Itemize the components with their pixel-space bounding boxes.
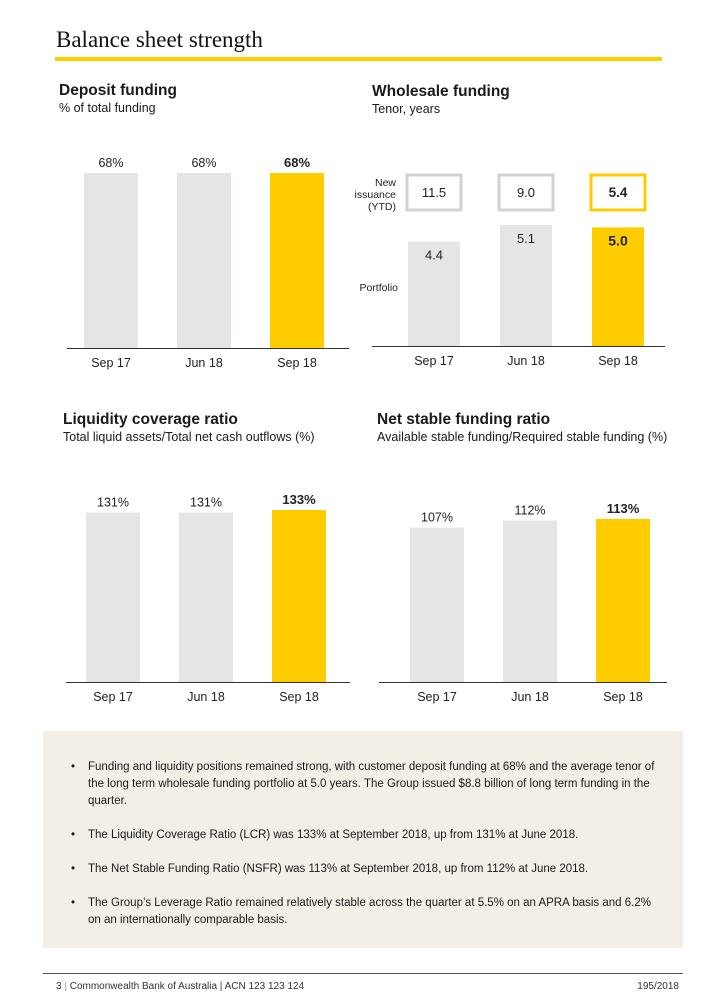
footer-rule: [43, 973, 683, 974]
x-tick-label: Sep 17: [91, 356, 131, 370]
wholesale-funding-plot: 4.4 Sep 17 11.5 5.1 Jun 18 9.0 5.0 Sep 18 5.4 New…: [355, 173, 665, 368]
lcr-title: Liquidity coverage ratio: [63, 411, 238, 428]
commentary-box: Funding and liquidity positions remained…: [43, 731, 683, 948]
data-label: 112%: [514, 503, 545, 517]
bar: [177, 173, 231, 348]
bar: [272, 510, 326, 682]
nsfr-subtitle: Available stable funding/Required stable…: [377, 430, 668, 444]
deposit-funding-plot: 68% Sep 17 68% Jun 18 68% Sep 18: [67, 155, 349, 370]
commentary-item: The Liquidity Coverage Ratio (LCR) was 1…: [71, 827, 657, 844]
commentary-item: The Net Stable Funding Ratio (NSFR) was …: [71, 861, 657, 878]
data-label: 68%: [98, 156, 123, 170]
data-label: 68%: [284, 155, 310, 170]
bar: [86, 512, 140, 682]
page-number: 3: [56, 981, 62, 992]
x-tick-label: Jun 18: [185, 356, 223, 370]
nsfr-chart: Net stable funding ratio Available stabl…: [377, 411, 687, 711]
commentary-item: The Group’s Leverage Ratio remained rela…: [71, 895, 657, 929]
page-title: Balance sheet strength: [56, 27, 263, 52]
issuance-box: [589, 173, 647, 212]
nsfr-title: Net stable funding ratio: [377, 411, 551, 428]
commentary-item: Funding and liquidity positions remained…: [71, 759, 657, 810]
x-tick-label: Sep 17: [414, 354, 454, 368]
issuance-label: 11.5: [422, 185, 446, 200]
issuance-row-label: New: [375, 177, 396, 189]
x-tick-label: Jun 18: [187, 690, 225, 704]
wholesale-funding-subtitle: Tenor, years: [372, 102, 441, 116]
bar: [503, 520, 557, 682]
data-label: 5.1: [517, 231, 535, 246]
data-label: 113%: [607, 501, 640, 516]
bar: [500, 225, 552, 346]
wholesale-funding-title: Wholesale funding: [372, 83, 510, 100]
data-label: 68%: [191, 156, 216, 170]
portfolio-row-label: Portfolio: [359, 282, 398, 294]
bar: [410, 527, 464, 682]
x-tick-label: Sep 17: [93, 690, 133, 704]
x-tick-label: Sep 18: [603, 690, 643, 704]
footer-company: Commonwealth Bank of Australia | ACN 123…: [69, 981, 305, 992]
data-label: 107%: [421, 511, 453, 525]
deposit-funding-chart: Deposit funding % of total funding 68% Se…: [59, 82, 359, 382]
lcr-chart: Liquidity coverage ratio Total liquid as…: [63, 411, 363, 711]
deposit-funding-title: Deposit funding: [59, 82, 177, 99]
lcr-subtitle: Total liquid assets/Total net cash outfl…: [63, 430, 315, 444]
bar: [408, 241, 460, 346]
data-label: 133%: [282, 492, 316, 507]
bar: [179, 512, 233, 682]
wholesale-funding-chart: Wholesale funding Tenor, years 4.4 Sep 17…: [345, 83, 675, 383]
data-label: 131%: [190, 496, 222, 510]
x-tick-label: Sep 18: [279, 690, 319, 704]
issuance-row-label: issuance: [355, 189, 397, 201]
issuance-label: 5.4: [609, 185, 628, 200]
issuance-label: 9.0: [517, 185, 535, 200]
deposit-funding-subtitle: % of total funding: [59, 101, 156, 115]
issuance-box: [497, 173, 555, 212]
x-tick-label: Sep 18: [598, 354, 638, 368]
bar: [84, 173, 138, 348]
footer-separator: |: [64, 981, 67, 992]
nsfr-plot: 107% Sep 17 112% Jun 18 113% Sep 18: [379, 501, 667, 704]
x-tick-label: Sep 17: [417, 690, 457, 704]
data-label: 131%: [97, 496, 129, 510]
footer-left: 3 | Commonwealth Bank of Australia | ACN…: [56, 981, 304, 992]
x-tick-label: Jun 18: [507, 354, 545, 368]
commentary-list: Funding and liquidity positions remained…: [71, 759, 657, 946]
x-tick-label: Sep 18: [277, 356, 317, 370]
bar: [270, 173, 324, 348]
footer-doc-code: 195/2018: [637, 981, 679, 992]
issuance-box: [405, 173, 463, 212]
lcr-plot: 131% Sep 17 131% Jun 18 133% Sep 18: [66, 492, 350, 704]
bar: [596, 519, 650, 682]
x-tick-label: Jun 18: [511, 690, 549, 704]
bar: [592, 227, 644, 346]
title-rule: [55, 57, 662, 61]
data-label: 5.0: [608, 232, 628, 248]
issuance-row-label: (YTD): [368, 201, 396, 213]
data-label: 4.4: [425, 248, 443, 263]
